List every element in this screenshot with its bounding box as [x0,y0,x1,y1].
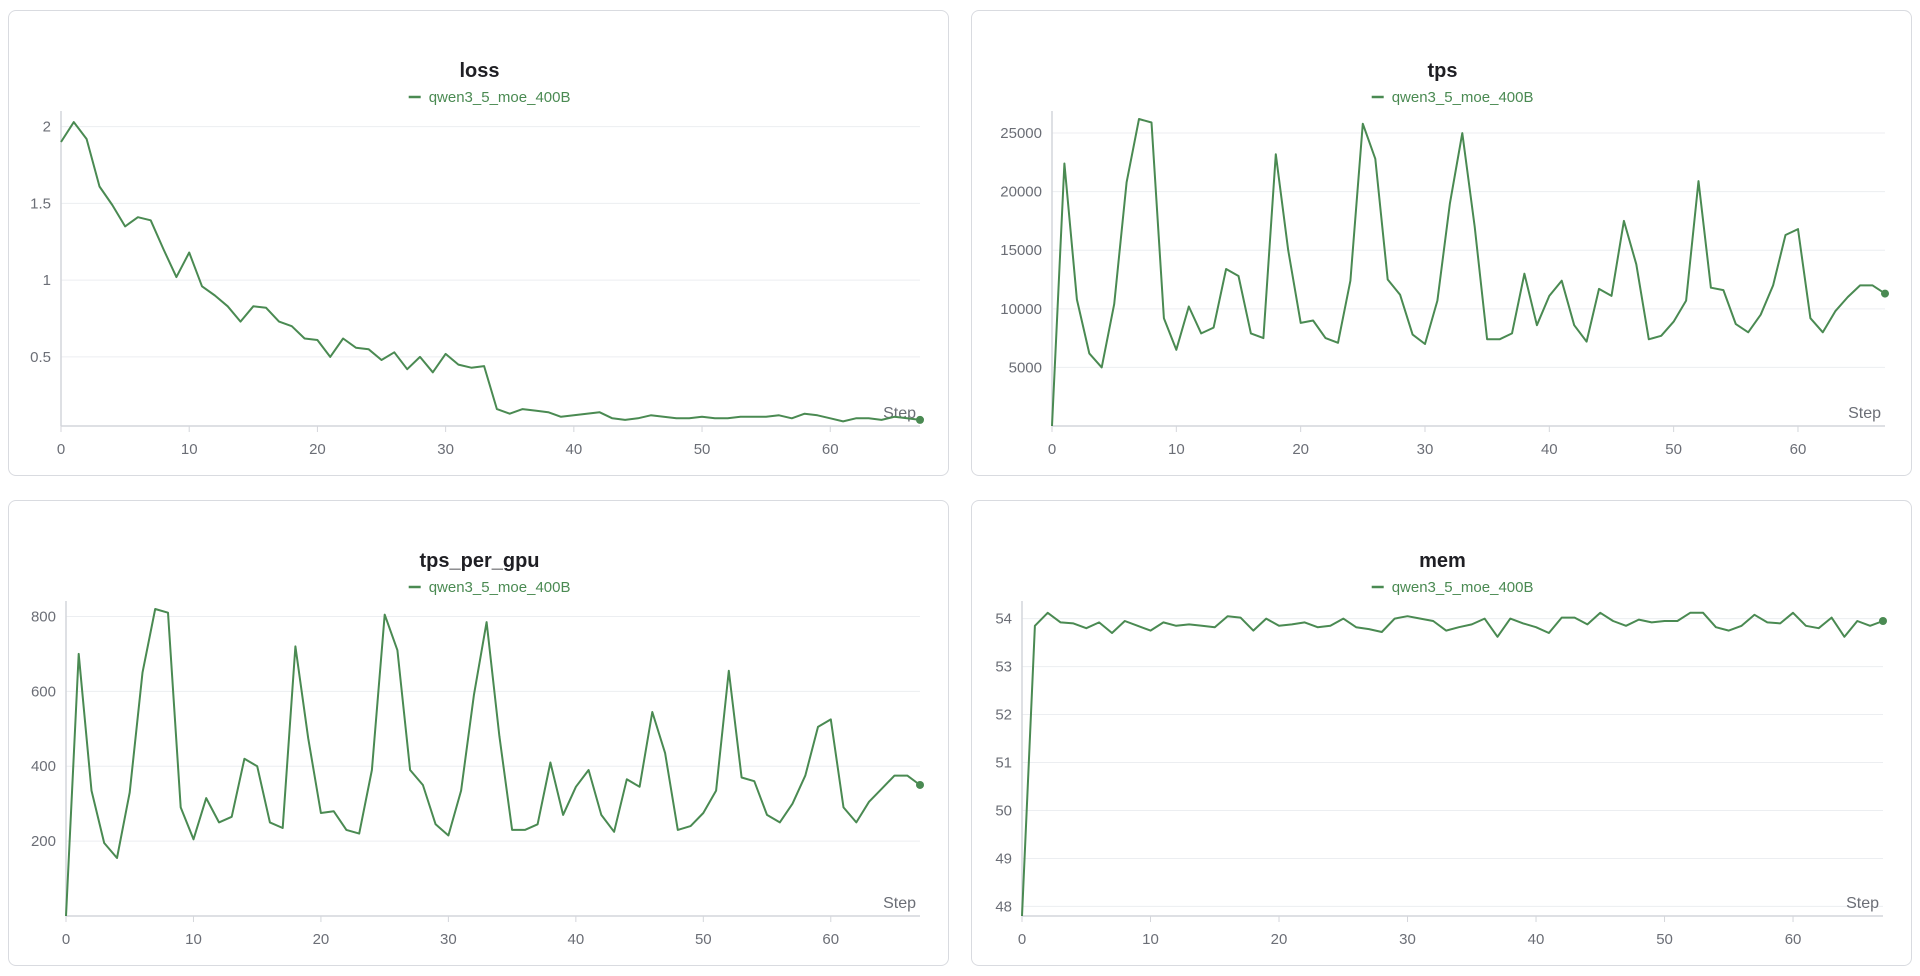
chart-svg: tps qwen3_5_moe_400B 5000 10000 15000 20000 25… [1000,60,1889,458]
y-tick-label: 50 [995,802,1012,819]
x-tick-label: 40 [1541,441,1558,458]
x-tick-label: 0 [1048,441,1056,458]
series-end-point [916,780,924,789]
y-tick-label: 48 [995,898,1012,915]
x-tick-label: 10 [1142,931,1159,948]
chart-svg: tps_per_gpu qwen3_5_moe_400B 200 400 600 800 0… [31,550,924,948]
x-tick-label: 30 [1399,931,1416,948]
y-tick-label: 51 [995,755,1012,772]
x-tick-label: 60 [1790,441,1807,458]
legend-label: qwen3_5_moe_400B [1392,579,1534,596]
chart-panel-mem[interactable]: mem qwen3_5_moe_400B 48 49 50 51 52 53 54 0 10 20 30… [971,500,1912,966]
y-tick-label: 53 [995,659,1012,676]
x-tick-label: 10 [1168,441,1185,458]
x-tick-label: 50 [1665,441,1682,458]
series-end-point [916,415,924,424]
x-tick-label: 30 [1417,441,1434,458]
y-tick-label: 2 [43,119,51,136]
y-tick-label: 10000 [1000,301,1042,318]
series-line [1021,611,1884,917]
legend: qwen3_5_moe_400B [408,579,571,596]
x-tick-label: 50 [1656,931,1673,948]
y-tick-label: 0.5 [30,349,51,366]
y-tick-label: 49 [995,850,1012,867]
x-tick-label: 60 [822,931,839,948]
chart-panel-tps-per-gpu[interactable]: tps_per_gpu qwen3_5_moe_400B 200 400 600 800 0… [8,500,949,966]
y-tick-label: 52 [995,707,1012,724]
x-axis-label: Step [883,895,916,912]
series-line [1051,118,1886,427]
x-tick-label: 0 [57,441,65,458]
y-tick-label: 200 [31,833,56,850]
series-end-point [1881,289,1889,298]
y-tick-label: 20000 [1000,184,1042,201]
x-tick-label: 50 [694,441,711,458]
y-tick-label: 15000 [1000,242,1042,259]
x-tick-label: 60 [822,441,839,458]
x-tick-label: 60 [1785,931,1802,948]
x-tick-label: 10 [181,441,198,458]
chart-svg: mem qwen3_5_moe_400B 48 49 50 51 52 53 54 0 10 20 30… [995,550,1887,948]
x-tick-label: 30 [437,441,454,458]
x-tick-label: 20 [1292,441,1309,458]
x-tick-label: 40 [565,441,582,458]
chart-title: loss [459,60,499,82]
x-tick-label: 40 [568,931,585,948]
x-tick-label: 0 [62,931,70,948]
y-tick-label: 5000 [1009,359,1042,376]
x-tick-label: 40 [1528,931,1545,948]
legend-label: qwen3_5_moe_400B [429,89,571,106]
chart-title: mem [1419,550,1466,572]
y-tick-label: 600 [31,683,56,700]
legend: qwen3_5_moe_400B [408,89,571,106]
chart-title: tps_per_gpu [419,550,539,572]
x-tick-label: 0 [1018,931,1026,948]
x-axis-label: Step [1848,405,1881,422]
legend: qwen3_5_moe_400B [1371,89,1534,106]
x-tick-label: 20 [309,441,326,458]
x-tick-label: 10 [185,931,202,948]
legend: qwen3_5_moe_400B [1371,579,1534,596]
x-tick-label: 30 [440,931,457,948]
chart-panel-tps[interactable]: tps qwen3_5_moe_400B 5000 10000 15000 20000 25… [971,10,1912,476]
chart-title: tps [1428,60,1458,82]
series-end-point [1879,616,1887,625]
x-tick-label: 20 [313,931,330,948]
series-line [60,121,921,423]
y-tick-label: 400 [31,758,56,775]
y-tick-label: 25000 [1000,125,1042,142]
x-axis-label: Step [1846,895,1879,912]
x-tick-label: 20 [1271,931,1288,948]
chart-panel-loss[interactable]: loss qwen3_5_moe_400B 0.5 1 1.5 2 0 10 20 30 40 50 6… [8,10,949,476]
y-tick-label: 54 [995,611,1012,628]
x-tick-label: 50 [695,931,712,948]
y-tick-label: 800 [31,608,56,625]
y-tick-label: 1 [43,272,51,289]
y-tick-label: 1.5 [30,195,51,212]
legend-label: qwen3_5_moe_400B [1392,89,1534,106]
series-line [65,608,921,917]
legend-label: qwen3_5_moe_400B [429,579,571,596]
